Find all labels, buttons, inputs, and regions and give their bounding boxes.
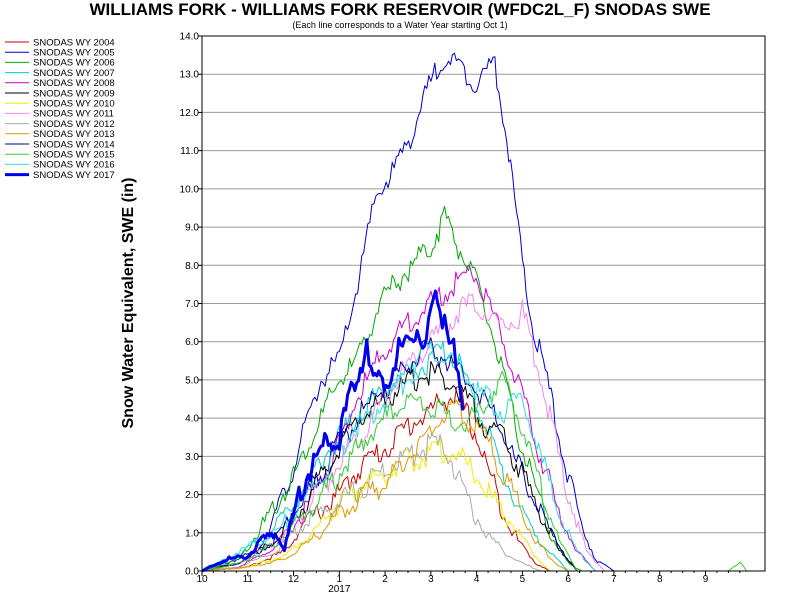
legend-entry: SNODAS WY 2016: [33, 160, 115, 171]
legend-entry: SNODAS WY 2012: [33, 119, 115, 130]
series-line: [201, 437, 551, 572]
x-tick-label: 5: [520, 574, 526, 585]
y-tick-label: 3.0: [185, 452, 199, 463]
x-tick-label: 8: [657, 574, 663, 585]
x-tick-label: 9: [703, 574, 709, 585]
series-line: [201, 205, 583, 572]
series-line: [201, 264, 596, 572]
y-tick-label: 5.0: [185, 375, 199, 386]
x-tick-label: 2: [382, 574, 388, 585]
legend-entry: SNODAS WY 2005: [33, 48, 115, 59]
legend-entry: SNODAS WY 2013: [33, 129, 115, 140]
legend-entry: SNODAS WY 2007: [33, 68, 115, 79]
series-line: [201, 433, 541, 572]
y-tick-label: 11.0: [180, 146, 199, 157]
legend-entry: SNODAS WY 2014: [33, 139, 115, 150]
x-tick-label: 12: [288, 574, 300, 585]
x-year-label: 2017: [328, 584, 351, 595]
y-tick-label: 13.0: [180, 70, 200, 81]
series-line: [201, 293, 606, 572]
y-tick-label: 9.0: [185, 223, 199, 234]
series-lines: [201, 52, 748, 573]
x-tick-label: 4: [474, 574, 480, 585]
x-tick-label: 10: [196, 574, 208, 585]
legend-entry: SNODAS WY 2010: [33, 99, 115, 110]
y-tick-label: 6.0: [185, 337, 199, 348]
y-tick-label: 2.0: [185, 490, 199, 501]
series-line: [201, 52, 615, 572]
y-tick-label: 10.0: [180, 184, 200, 195]
legend-entry: SNODAS WY 2015: [33, 150, 115, 161]
y-tick-label: 12.0: [180, 108, 200, 119]
y-tick-label: 7.0: [185, 299, 199, 310]
x-tick-label: 7: [611, 574, 617, 585]
series-line: [201, 386, 551, 572]
x-tick-label: 6: [565, 574, 571, 585]
chart-subtitle: (Each line corresponds to a Water Year s…: [292, 20, 508, 30]
x-tick-label: 11: [243, 574, 254, 585]
axes: 0.01.02.03.04.05.06.07.08.09.010.011.012…: [180, 32, 766, 595]
legend-entry: SNODAS WY 2011: [33, 109, 114, 120]
legend-entry: SNODAS WY 2004: [33, 37, 115, 48]
legend-entry: SNODAS WY 2008: [33, 78, 115, 89]
y-axis-label: Snow Water Equivalent, SWE (in): [120, 178, 137, 429]
series-line: [201, 289, 465, 573]
x-tick-label: 1: [337, 574, 343, 585]
x-tick-label: 3: [428, 574, 434, 585]
y-tick-label: 0.0: [185, 567, 199, 578]
y-tick-label: 8.0: [185, 261, 199, 272]
plot-frame: [201, 35, 766, 572]
y-tick-label: 1.0: [185, 528, 199, 539]
series-line: [201, 340, 596, 572]
series-line: [201, 399, 569, 572]
chart-title: WILLIAMS FORK - WILLIAMS FORK RESERVOIR …: [89, 0, 711, 19]
y-tick-label: 4.0: [185, 414, 199, 425]
y-tick-label: 14.0: [180, 32, 200, 43]
legend-entry: SNODAS WY 2009: [33, 88, 115, 99]
legend-entry: SNODAS WY 2017: [33, 170, 115, 181]
legend-entry: SNODAS WY 2006: [33, 58, 115, 69]
